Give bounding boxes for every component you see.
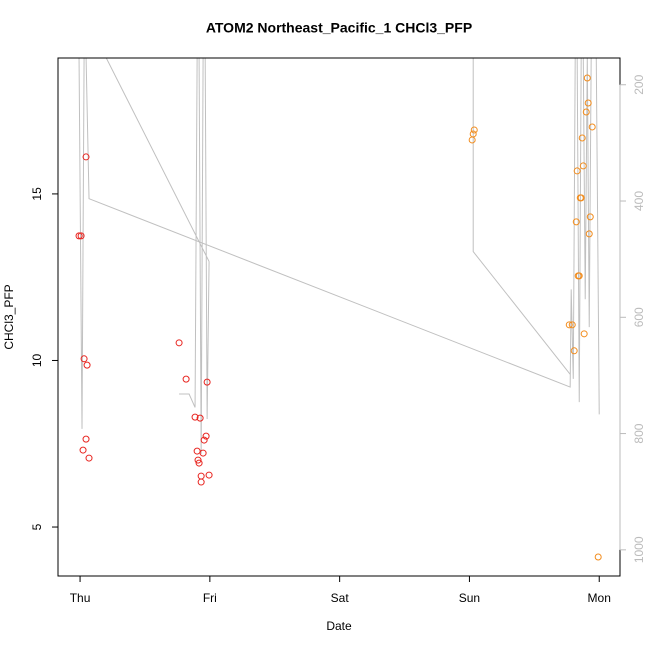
data-point	[202, 432, 210, 440]
data-point	[586, 213, 594, 221]
x-tick-label: Fri	[203, 591, 217, 605]
data-point	[194, 456, 202, 464]
y-tick-label: 10	[30, 353, 44, 367]
data-point	[580, 330, 588, 338]
data-point	[197, 472, 205, 480]
data-point	[182, 375, 190, 383]
data-point	[175, 339, 183, 347]
data-point	[82, 153, 90, 161]
x-tick-label: Thu	[70, 591, 91, 605]
data-point	[583, 74, 591, 82]
data-point	[205, 471, 213, 479]
y-tick-label: 15	[30, 187, 44, 201]
data-point	[570, 347, 578, 355]
data-point	[197, 478, 205, 486]
data-point	[85, 454, 93, 462]
line-layer	[78, 58, 600, 454]
x-axis-title: Date	[326, 619, 352, 633]
data-point	[585, 230, 593, 238]
data-point	[193, 447, 201, 455]
data-point	[588, 123, 596, 131]
data-point	[575, 272, 583, 280]
data-point	[200, 436, 208, 444]
data-point	[195, 459, 203, 467]
mark-layer	[75, 74, 602, 561]
y-axis-title: CHCl3_PFP	[2, 284, 16, 349]
x-tick-label: Sat	[331, 591, 350, 605]
data-point	[199, 449, 207, 457]
x-tick-label: Mon	[588, 591, 611, 605]
data-point	[573, 167, 581, 175]
pressure-line	[78, 58, 600, 454]
data-point	[83, 361, 91, 369]
data-point	[582, 108, 590, 116]
data-point	[469, 130, 477, 138]
data-point	[584, 99, 592, 107]
data-point	[572, 218, 580, 226]
data-point	[568, 321, 576, 329]
x-tick-label: Sun	[459, 591, 480, 605]
y2-tick-label: 200	[632, 74, 646, 94]
y2-tick-label: 1000	[632, 536, 646, 563]
data-point	[191, 413, 199, 421]
data-point	[579, 162, 587, 170]
data-point	[196, 414, 204, 422]
data-point	[80, 355, 88, 363]
data-point	[79, 446, 87, 454]
y2-tick-label: 600	[632, 307, 646, 327]
data-point	[468, 136, 476, 144]
data-point	[578, 134, 586, 142]
data-point	[577, 194, 585, 202]
plot-box	[57, 57, 621, 577]
data-point	[203, 378, 211, 386]
data-point	[565, 321, 573, 329]
data-point	[75, 232, 83, 240]
data-point	[77, 232, 85, 240]
data-point	[82, 435, 90, 443]
y2-tick-label: 800	[632, 423, 646, 443]
data-point	[594, 553, 602, 561]
chart-title: ATOM2 Northeast_Pacific_1 CHCl3_PFP	[206, 20, 472, 36]
y-tick-label: 5	[30, 523, 44, 530]
y2-tick-label: 400	[632, 191, 646, 211]
data-point	[470, 126, 478, 134]
